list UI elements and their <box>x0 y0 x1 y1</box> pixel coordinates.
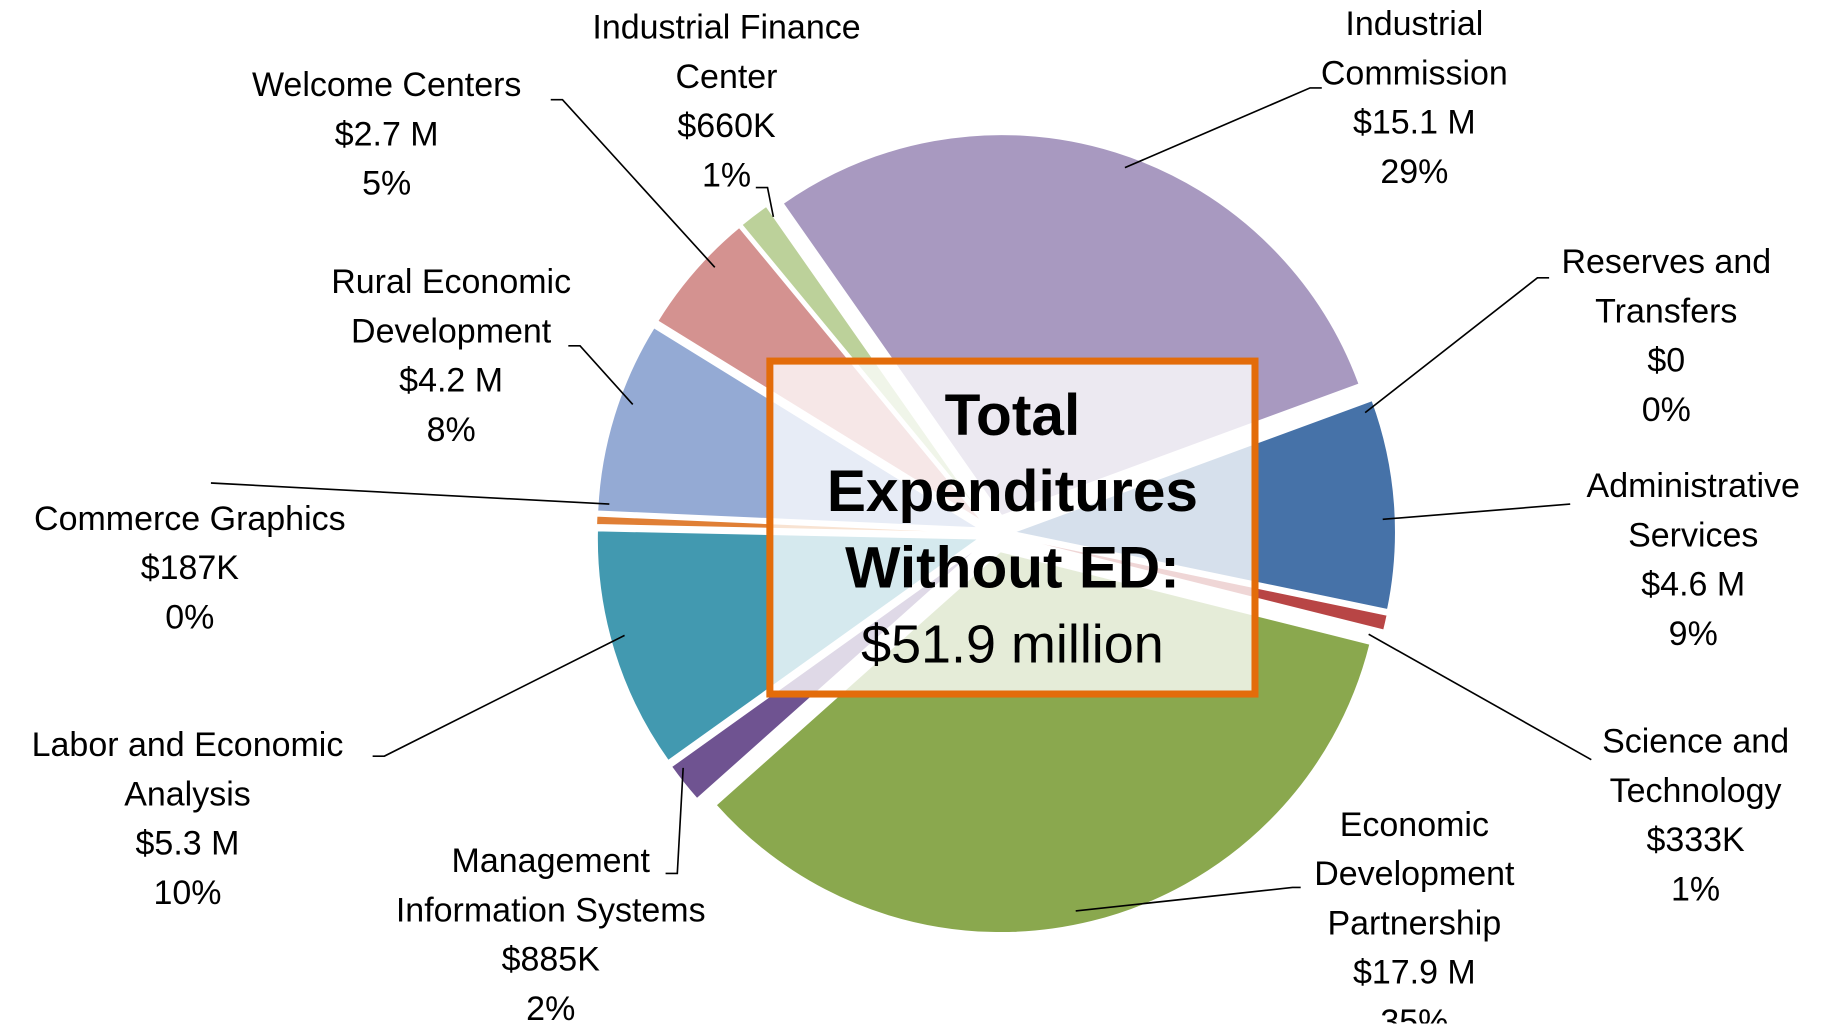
value-label: $333K <box>1646 821 1745 860</box>
slice-label-box: Rural Economic Development $4.2 M 8% <box>305 258 598 455</box>
slice-label: Labor and Economic Analysis $5.3 M 10% <box>0 721 375 918</box>
slice-label: Industrial Finance Center $660K 1% <box>562 4 890 201</box>
value-label: $4.6 M <box>1641 566 1746 604</box>
leader-line <box>1368 633 1592 761</box>
leader-line <box>568 345 634 406</box>
slice-label-box: Administrative Services $4.6 M 9% <box>1553 462 1828 659</box>
leader-line <box>755 186 775 218</box>
percent-label: 8% <box>426 411 476 450</box>
percent-label: 29% <box>1380 153 1449 192</box>
slice-label-box: Reserves and Transfers $0 0% <box>1532 238 1802 435</box>
category-name: Economic Development Partnership <box>1314 806 1515 943</box>
value-label: $885K <box>501 941 600 979</box>
value-label: $0 <box>1647 342 1686 380</box>
slice-label-box: Industrial Finance Center $660K 1% <box>562 4 890 201</box>
slice-label-box: Science and Technology $333K 1% <box>1573 717 1819 914</box>
leader-line <box>1124 87 1322 169</box>
percent-label: 5% <box>362 165 412 203</box>
category-name: Science and Technology <box>1602 723 1790 811</box>
percent-label: 10% <box>153 874 222 913</box>
leader-line <box>372 634 625 757</box>
value-label: $5.3 M <box>135 825 240 863</box>
slice-label: Economic Development Partnership $17.9 M 3… <box>1288 801 1540 1024</box>
leader-line <box>210 482 610 505</box>
value-label: $15.1 M <box>1352 104 1476 142</box>
slice-label-box: Economic Development Partnership $17.9 M 3… <box>1288 801 1540 1024</box>
percent-label: 1% <box>1671 871 1721 909</box>
category-name: Welcome Centers <box>251 66 522 105</box>
value-label: $660K <box>677 107 776 146</box>
category-name: Administrative Services <box>1586 467 1800 555</box>
leader-line <box>1382 503 1571 521</box>
annotation-box <box>766 357 1259 698</box>
category-name: Labor and Economic Analysis <box>31 726 344 814</box>
annotation-text: Total Expenditures Without ED: $51.9 mill… <box>773 377 1251 682</box>
percent-label: 0% <box>165 599 215 637</box>
annotation-title: Total Expenditures Without ED: <box>826 382 1199 601</box>
slice-label-box: Management Information Systems $885K 2% <box>363 837 738 1034</box>
slice-label: Administrative Services $4.6 M 9% <box>1553 462 1828 659</box>
leader-line <box>1364 277 1550 414</box>
category-name: Management Information Systems <box>395 842 706 930</box>
slice-label: Commerce Graphics $187K 0% <box>0 495 383 643</box>
slice-label-box: Industrial Commission $15.1 M 29% <box>1297 0 1531 197</box>
slice-label: Rural Economic Development $4.2 M 8% <box>305 258 598 455</box>
percent-label: 9% <box>1668 615 1718 653</box>
leader-line <box>1075 886 1301 912</box>
leader-line <box>665 767 684 875</box>
category-name: Commerce Graphics <box>34 500 346 539</box>
value-label: $4.2 M <box>399 362 504 400</box>
percent-label: 1% <box>701 157 752 195</box>
category-name: Industrial Commission <box>1320 5 1508 93</box>
slice-label: Industrial Commission $15.1 M 29% <box>1297 0 1531 197</box>
annotation: Total Expenditures Without ED: $51.9 mill… <box>773 377 1251 682</box>
percent-label: 35% <box>1380 1003 1449 1024</box>
slice-label-box: Welcome Centers $2.7 M 5% <box>211 61 563 209</box>
slice-label: Management Information Systems $885K 2% <box>363 837 738 1034</box>
leader-line <box>550 98 716 268</box>
category-name: Industrial Finance Center <box>592 9 861 97</box>
slice-label: Welcome Centers $2.7 M 5% <box>211 61 563 209</box>
category-name: Reserves and Transfers <box>1561 243 1772 331</box>
percent-label: 0% <box>1641 391 1691 430</box>
slice-label-box: Labor and Economic Analysis $5.3 M 10% <box>0 721 375 918</box>
value-label: $187K <box>140 549 239 588</box>
slice-label: Reserves and Transfers $0 0% <box>1532 238 1802 435</box>
slice-label: Science and Technology $333K 1% <box>1573 717 1819 914</box>
value-label: $17.9 M <box>1352 954 1476 992</box>
annotation-value: $51.9 million <box>861 613 1164 675</box>
percent-label: 2% <box>526 990 576 1029</box>
category-name: Rural Economic Development <box>331 263 572 351</box>
slice-label-box: Commerce Graphics $187K 0% <box>0 495 383 643</box>
value-label: $2.7 M <box>334 116 439 154</box>
